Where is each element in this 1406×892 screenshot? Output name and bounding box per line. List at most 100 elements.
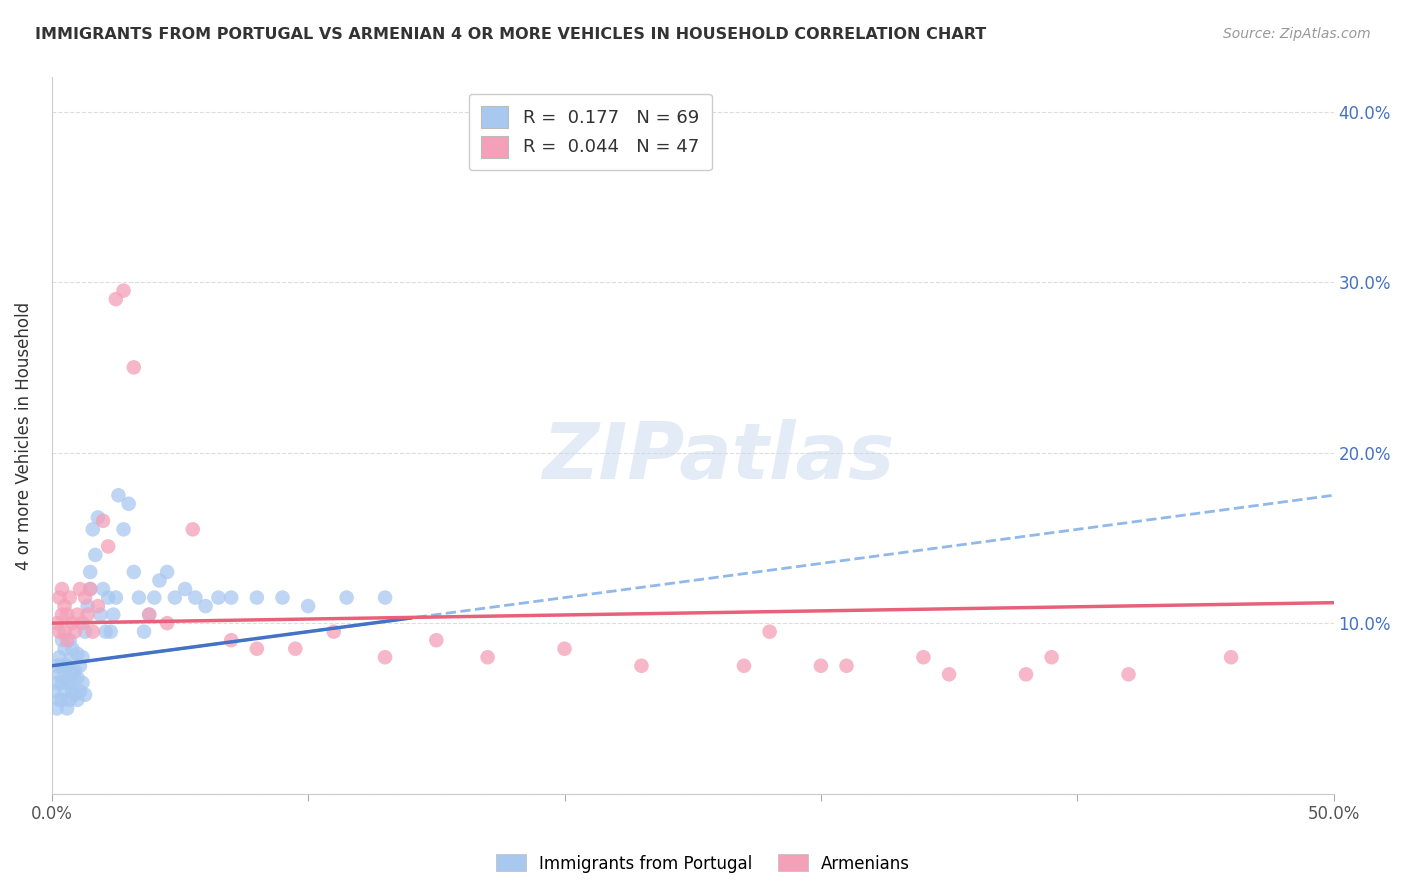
Point [104,591,127,605]
Point [79,582,101,596]
Point [63,664,86,678]
Point [94,624,117,639]
Point [60,667,83,681]
Point [59,654,82,668]
Point [219,591,242,605]
Point [72,616,94,631]
Point [75,688,97,702]
Point [48,693,70,707]
Point [163,591,186,605]
Point [48,650,70,665]
Point [72,650,94,665]
Point [82,522,104,536]
Point [128,591,150,605]
Point [87,599,110,613]
Point [219,633,242,648]
Point [66,647,89,661]
Point [143,591,166,605]
Point [45,658,67,673]
Legend: R =  0.177   N = 69, R =  0.044   N = 47: R = 0.177 N = 69, R = 0.044 N = 47 [468,94,711,170]
Point [51,582,73,596]
Point [835,658,858,673]
Point [553,641,575,656]
Point [66,671,89,685]
Point [374,591,396,605]
Point [374,650,396,665]
Point [59,676,82,690]
Point [45,676,67,690]
Point [51,676,73,690]
Point [51,633,73,648]
Point [297,599,319,613]
Point [60,684,83,698]
Point [112,522,135,536]
Point [56,658,79,673]
Point [56,676,79,690]
Point [181,522,204,536]
Point [107,488,129,502]
Point [48,624,70,639]
Point [156,616,179,631]
Point [122,360,145,375]
Point [630,658,652,673]
Text: ZIPatlas: ZIPatlas [543,419,894,495]
Point [91,582,114,596]
Point [912,650,935,665]
Point [51,693,73,707]
Point [100,624,122,639]
Point [246,591,269,605]
Point [72,676,94,690]
Point [66,693,89,707]
Point [97,540,120,554]
Point [56,701,79,715]
Point [59,633,82,648]
Y-axis label: 4 or more Vehicles in Household: 4 or more Vehicles in Household [15,301,32,570]
Point [63,624,86,639]
Point [75,624,97,639]
Point [45,701,67,715]
Legend: Immigrants from Portugal, Armenians: Immigrants from Portugal, Armenians [489,847,917,880]
Point [53,599,76,613]
Point [82,624,104,639]
Point [118,497,141,511]
Point [1040,650,1063,665]
Point [138,607,160,622]
Point [87,510,110,524]
Point [59,693,82,707]
Point [138,607,160,622]
Point [66,607,89,622]
Point [322,624,344,639]
Point [91,514,114,528]
Point [1015,667,1038,681]
Point [156,565,179,579]
Point [69,658,91,673]
Point [79,582,101,596]
Point [60,641,83,656]
Point [48,667,70,681]
Point [56,633,79,648]
Point [56,607,79,622]
Point [194,599,217,613]
Point [132,624,155,639]
Point [246,641,269,656]
Point [51,658,73,673]
Point [53,624,76,639]
Text: Source: ZipAtlas.com: Source: ZipAtlas.com [1223,27,1371,41]
Point [284,641,307,656]
Point [59,591,82,605]
Text: IMMIGRANTS FROM PORTUGAL VS ARMENIAN 4 OR MORE VEHICLES IN HOUSEHOLD CORRELATION: IMMIGRANTS FROM PORTUGAL VS ARMENIAN 4 O… [35,27,987,42]
Point [53,684,76,698]
Point [758,624,780,639]
Point [104,292,127,306]
Point [122,565,145,579]
Point [45,616,67,631]
Point [44,684,66,698]
Point [103,607,125,622]
Point [53,641,76,656]
Point [51,607,73,622]
Point [79,565,101,579]
Point [207,591,229,605]
Point [53,667,76,681]
Point [112,284,135,298]
Point [69,684,91,698]
